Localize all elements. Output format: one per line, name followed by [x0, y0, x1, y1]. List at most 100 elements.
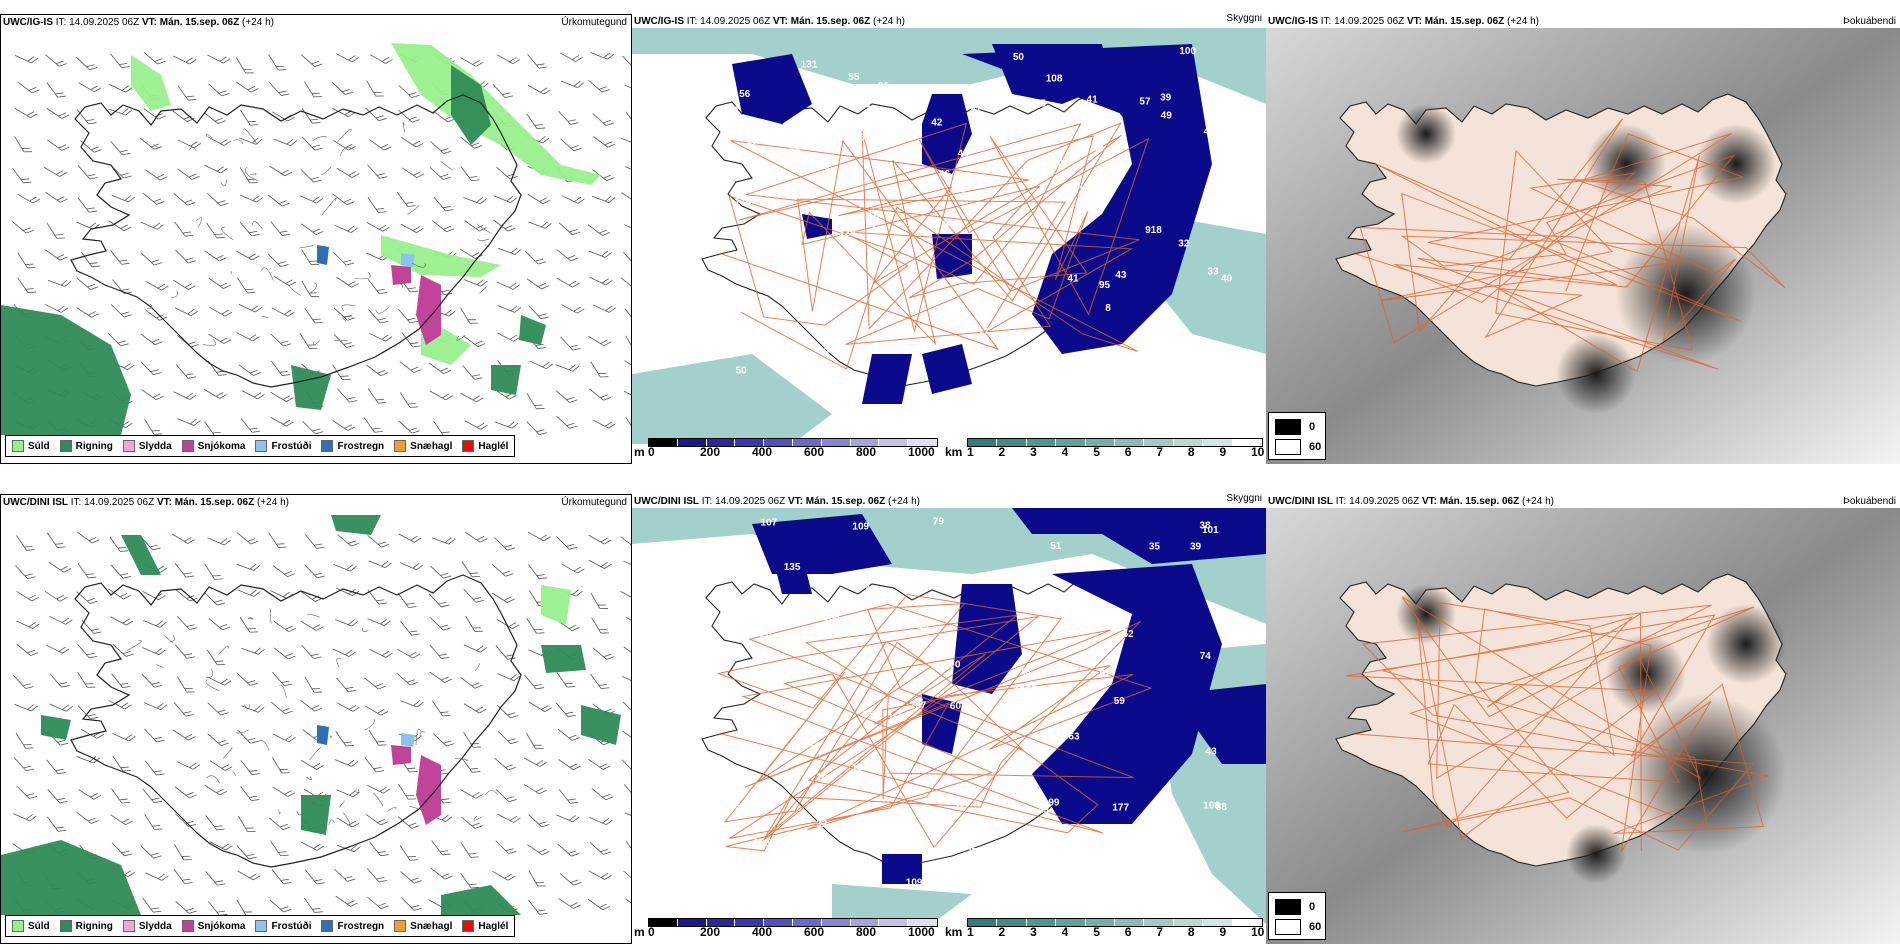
wind-barb	[526, 421, 548, 435]
ceiling-value-label: 49	[1161, 111, 1173, 122]
field-name: Úrkomutegund	[561, 497, 627, 508]
wind-barb	[528, 814, 550, 828]
wind-barb	[401, 332, 421, 348]
wind-barb	[367, 164, 388, 179]
legend-label: Frostregn	[337, 920, 385, 932]
wind-barb	[493, 219, 516, 232]
wind-barb	[144, 418, 162, 435]
wind-barb	[625, 417, 631, 433]
ceiling-visibility-panel-top: UWC/IG-IS IT: 14.09.2025 06Z VT: Mán. 15…	[632, 14, 1266, 464]
terrain-contour	[202, 339, 217, 346]
colorbar-tick: 0	[648, 925, 655, 939]
wind-barb	[625, 616, 631, 627]
legend-swatch	[321, 920, 334, 932]
terrain-contour	[339, 800, 345, 808]
colorbar-tick: 4	[1061, 445, 1069, 459]
wind-barb	[301, 644, 322, 659]
wind-barb	[17, 81, 40, 94]
colorbar-segment	[997, 919, 1027, 926]
terrain-contour	[342, 812, 351, 824]
ceiling-value-label: 37	[839, 113, 851, 124]
wind-barb	[78, 82, 102, 93]
wind-barb	[177, 85, 197, 101]
wind-barb	[45, 54, 67, 67]
terrain-contour	[311, 801, 324, 806]
wind-barb	[14, 565, 36, 580]
wind-barb	[332, 364, 351, 381]
wind-barb	[110, 165, 132, 179]
wind-barb	[623, 560, 631, 569]
wind-barb	[111, 673, 131, 689]
wind-barb	[335, 53, 360, 63]
ceiling-visibility-panel-bottom: UWC/DINI ISL IT: 14.09.2025 06Z VT: Mán.…	[632, 494, 1266, 944]
wind-barb	[398, 84, 420, 99]
wind-barb	[111, 788, 130, 804]
wind-barb	[432, 220, 455, 233]
freezing-drizzle-area	[401, 253, 415, 267]
colorbar-segment	[908, 439, 937, 446]
ceiling-value-label: 39	[1190, 541, 1202, 552]
ceiling-value-label: 81	[1031, 886, 1043, 897]
colorbar-segment	[879, 439, 909, 446]
wind-barb	[273, 647, 296, 660]
precip-type-panel-bottom: UWC/DINI ISL IT: 14.09.2025 06Z VT: Mán.…	[0, 494, 632, 944]
ceiling-value-label: 39	[848, 390, 860, 401]
low-ceiling-area	[732, 54, 812, 124]
legend-swatch	[181, 440, 194, 452]
wind-barb	[524, 674, 545, 690]
wind-barb	[365, 814, 389, 826]
colorbar-tick: 9	[1219, 925, 1227, 939]
field-name: Þokuábendi	[1843, 16, 1896, 27]
wind-barb	[300, 699, 323, 712]
wind-barb	[493, 195, 518, 203]
wind-barb	[590, 52, 614, 60]
wind-barb	[240, 418, 261, 433]
wind-barb	[369, 54, 393, 64]
terrain-contour	[306, 776, 313, 781]
wind-barb	[526, 732, 544, 750]
colorbar	[648, 918, 938, 927]
wind-barb	[300, 54, 323, 67]
wind-barb	[430, 141, 452, 154]
wind-barb	[110, 564, 131, 579]
wind-barb	[140, 252, 163, 266]
wind-barb	[591, 195, 616, 203]
wind-barb	[177, 168, 200, 180]
legend-item: Haglél	[462, 440, 508, 452]
ceiling-value-label: 101	[746, 136, 763, 147]
freezing-drizzle-area	[401, 733, 415, 747]
ceiling-value-label: 46	[939, 169, 951, 180]
terrain-contour	[476, 223, 492, 234]
ceiling-value-label: 35	[854, 576, 866, 587]
ceiling-value-label: 66	[725, 334, 737, 345]
wind-barb	[209, 841, 233, 851]
wind-barb	[107, 332, 129, 347]
wind-barb	[239, 221, 260, 237]
wind-barb	[269, 165, 293, 177]
wind-barb	[111, 194, 135, 203]
wind-barb	[301, 280, 320, 297]
ceiling-value-label: 41	[1067, 273, 1079, 284]
legend-swatch	[1275, 919, 1301, 935]
ceiling-value-label: 40	[1221, 274, 1233, 285]
precip-area	[1, 305, 131, 435]
wind-barb	[240, 760, 260, 775]
terrain-contour	[298, 245, 314, 249]
wind-barb	[305, 534, 325, 549]
wind-barb	[239, 616, 258, 633]
terrain-contour	[375, 306, 390, 314]
ceiling-value-label: 88	[1216, 802, 1228, 813]
wind-barb	[368, 729, 387, 746]
wind-barb	[400, 223, 424, 233]
terrain-contour	[329, 735, 332, 739]
ceiling-value-label: 38	[1199, 521, 1211, 532]
colorbar-segment	[706, 439, 736, 446]
ceiling-value-label: 74	[1156, 845, 1168, 856]
wind-barb	[174, 844, 192, 861]
wind-barb	[556, 536, 578, 550]
wind-barb	[77, 705, 99, 720]
terrain-contour	[398, 281, 403, 288]
wind-barb	[207, 537, 231, 546]
wind-barb	[333, 140, 356, 151]
ceiling-value-label: 48	[1092, 143, 1104, 154]
